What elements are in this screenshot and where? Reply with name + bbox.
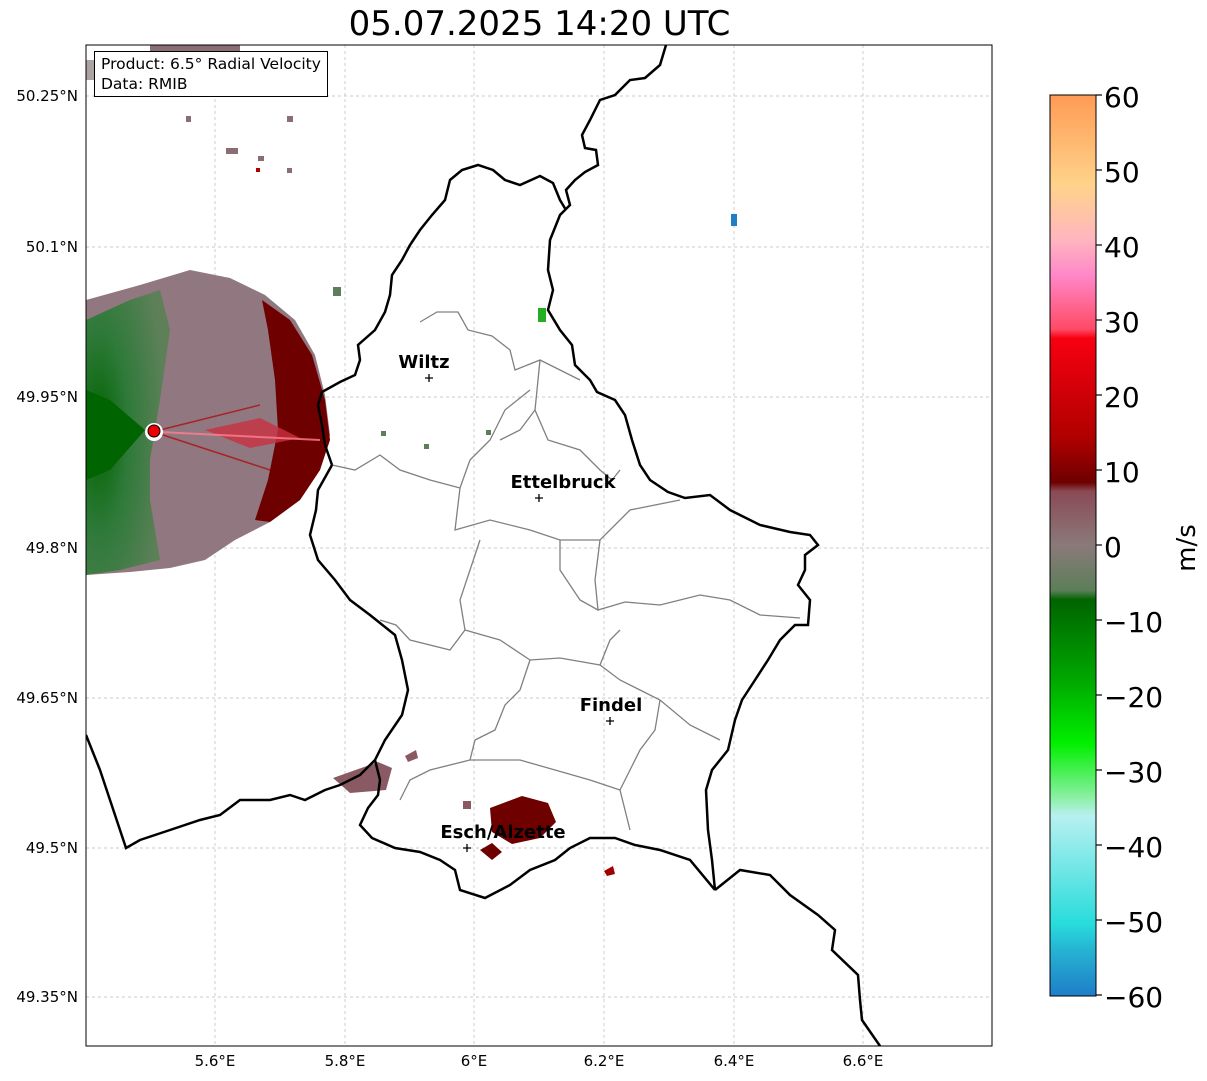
city-label-esch-alzette: Esch/Alzette [440, 822, 565, 843]
colorbar-tick-label: −20 [1104, 681, 1163, 714]
colorbar-tick-label: −50 [1104, 906, 1163, 939]
national-borders [86, 45, 882, 1046]
data-source-label: Data: RMIB [101, 75, 188, 93]
colorbar-tick-label: 0 [1104, 531, 1122, 564]
colorbar [1049, 94, 1102, 997]
lat-tick-label: 49.5°N [26, 839, 78, 857]
colorbar-tick-label: −10 [1104, 606, 1163, 639]
lat-tick-label: 49.35°N [16, 988, 78, 1006]
lat-tick-label: 49.8°N [26, 539, 78, 557]
lat-tick-label: 49.95°N [16, 388, 78, 406]
product-label: Product: 6.5° Radial Velocity [101, 55, 321, 73]
colorbar-tick-label: 30 [1104, 306, 1140, 339]
lon-tick-label: 6.6°E [843, 1052, 884, 1070]
lon-tick-label: 6.2°E [584, 1052, 625, 1070]
colorbar-tick-label: 60 [1104, 81, 1140, 114]
colorbar-tick-label: −60 [1104, 981, 1163, 1014]
colorbar-tick-label: −40 [1104, 831, 1163, 864]
lon-tick-label: 5.6°E [195, 1052, 236, 1070]
lat-tick-label: 49.65°N [16, 689, 78, 707]
colorbar-unit-label: m/s [1172, 524, 1202, 572]
colorbar-tick-label: 40 [1104, 231, 1140, 264]
colorbar-tick-label: 20 [1104, 381, 1140, 414]
lat-tick-label: 50.25°N [16, 87, 78, 105]
colorbar-tick-label: 10 [1104, 456, 1140, 489]
city-label-wiltz: Wiltz [398, 352, 449, 373]
canton-boundaries [331, 311, 801, 831]
lat-tick-label: 50.1°N [26, 238, 78, 256]
product-info-box: Product: 6.5° Radial Velocity Data: RMIB [94, 51, 328, 97]
radar-echo-west [86, 270, 330, 575]
city-label-findel: Findel [580, 695, 643, 716]
city-markers [425, 374, 614, 852]
gridlines [86, 45, 992, 1046]
lon-tick-label: 6.4°E [714, 1052, 755, 1070]
map-title: 05.07.2025 14:20 UTC [348, 4, 731, 44]
lon-tick-label: 5.8°E [325, 1052, 366, 1070]
radar-site-marker [145, 423, 163, 441]
lon-tick-label: 6°E [461, 1052, 488, 1070]
city-label-ettelbruck: Ettelbruck [510, 472, 616, 493]
plot-area [86, 45, 992, 1046]
plot-frame [85, 44, 993, 1047]
colorbar-tick-label: 50 [1104, 156, 1140, 189]
colorbar-tick-label: −30 [1104, 756, 1163, 789]
